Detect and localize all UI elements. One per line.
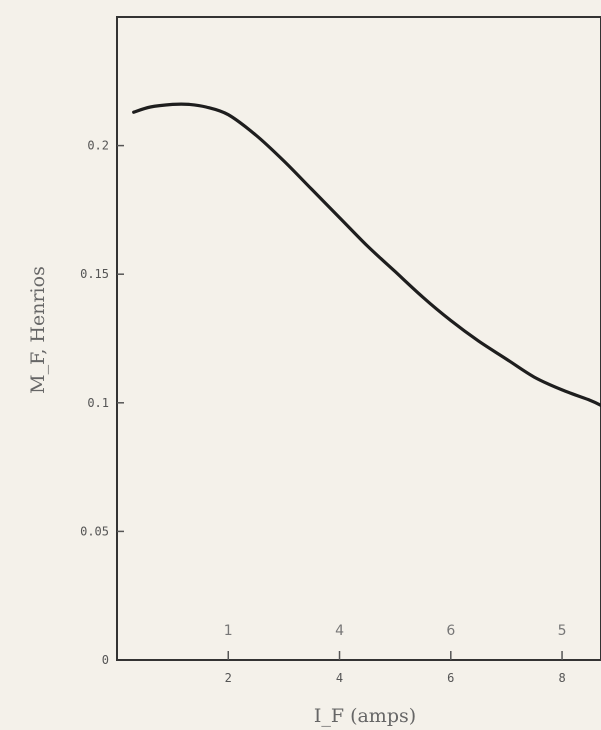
series-line bbox=[132, 102, 601, 407]
y-tick-label: 0.05 bbox=[80, 524, 109, 538]
x-tick-label: 2 bbox=[225, 671, 232, 685]
hand-annotations: 1 4 6 5 bbox=[224, 623, 567, 639]
x-tick-label: 6 bbox=[447, 671, 454, 685]
hand-annotation: 5 bbox=[558, 623, 567, 639]
x-axis-ticks: 2 4 6 8 bbox=[225, 651, 566, 685]
x-tick-label: 4 bbox=[336, 671, 343, 685]
y-tick-label: 0.1 bbox=[87, 396, 109, 410]
y-tick-label: 0.2 bbox=[87, 139, 109, 153]
x-tick-label: 8 bbox=[558, 671, 565, 685]
y-axis-label: M_F, Henrios bbox=[27, 266, 49, 394]
y-tick-label: 0.15 bbox=[80, 267, 109, 281]
y-tick-label: 0 bbox=[102, 653, 109, 667]
x-axis-label: I_F (amps) bbox=[314, 705, 416, 727]
y-axis-ticks: 0 0.05 0.1 0.15 0.2 bbox=[80, 139, 124, 667]
hand-annotation: 4 bbox=[335, 623, 344, 639]
hand-annotation: 1 bbox=[224, 623, 233, 639]
hand-annotation: 6 bbox=[446, 623, 455, 639]
plot-frame bbox=[116, 16, 601, 661]
